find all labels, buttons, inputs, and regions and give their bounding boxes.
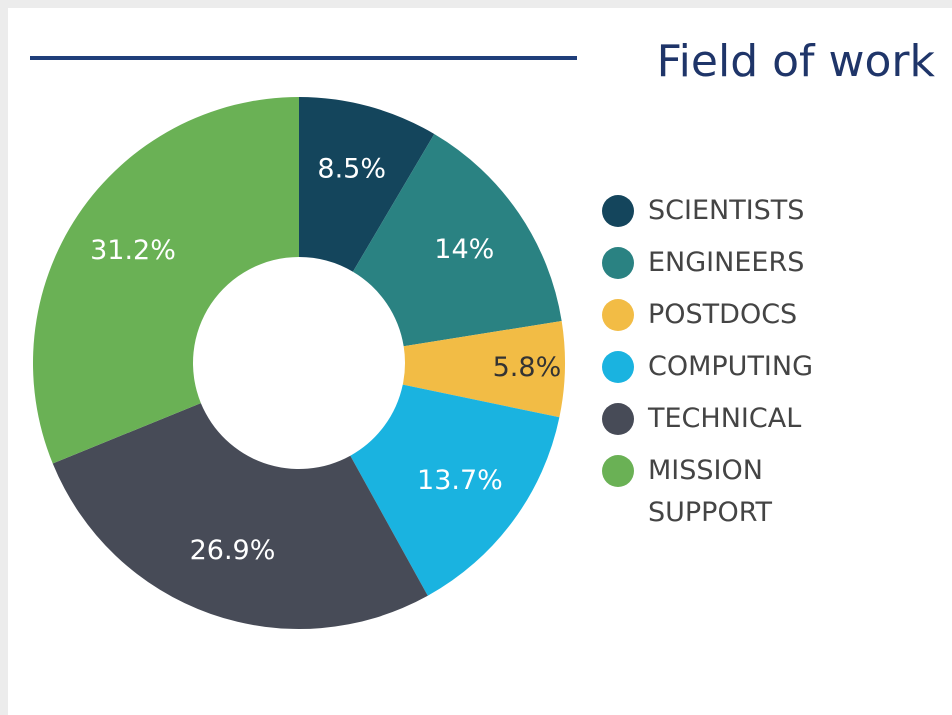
legend-swatch <box>602 247 634 279</box>
data-label: 8.5% <box>317 154 386 185</box>
legend-label: MISSION SUPPORT <box>648 455 773 528</box>
donut-segment <box>299 97 435 272</box>
legend-swatch <box>602 351 634 383</box>
chart-title: Field of work <box>656 36 935 87</box>
legend-label: COMPUTING <box>648 351 814 382</box>
title-rule <box>30 56 577 60</box>
donut-segment <box>352 133 562 347</box>
data-label: 31.2% <box>90 235 176 266</box>
legend-item: COMPUTING <box>602 351 848 388</box>
legend-item: SCIENTISTS <box>602 195 848 232</box>
legend-swatch <box>602 195 634 227</box>
legend-item: TECHNICAL <box>602 403 848 440</box>
legend-swatch <box>602 403 634 435</box>
data-label: 14% <box>434 234 494 265</box>
panel: Field of work 8.5% 14% 5.8% 13.7% 26.9% 31.2%… <box>8 8 952 715</box>
donut-segment <box>350 384 560 596</box>
legend-swatch <box>602 299 634 331</box>
legend-label: TECHNICAL <box>648 403 802 434</box>
legend-label: SCIENTISTS <box>648 195 805 226</box>
donut-segment <box>32 96 300 464</box>
legend-item: ENGINEERS <box>602 247 848 284</box>
legend-item: MISSION SUPPORT <box>602 455 848 534</box>
legend-item: POSTDOCS <box>602 299 848 336</box>
data-label: 13.7% <box>417 465 503 496</box>
chart: 8.5% 14% 5.8% 13.7% 26.9% 31.2% <box>32 96 565 629</box>
donut-segment <box>52 403 428 629</box>
legend-label: POSTDOCS <box>648 299 798 330</box>
data-label: 5.8% <box>493 352 562 383</box>
data-label: 26.9% <box>190 535 276 566</box>
legend-label: ENGINEERS <box>648 247 805 278</box>
legend-swatch <box>602 455 634 487</box>
donut-segment <box>402 321 565 418</box>
